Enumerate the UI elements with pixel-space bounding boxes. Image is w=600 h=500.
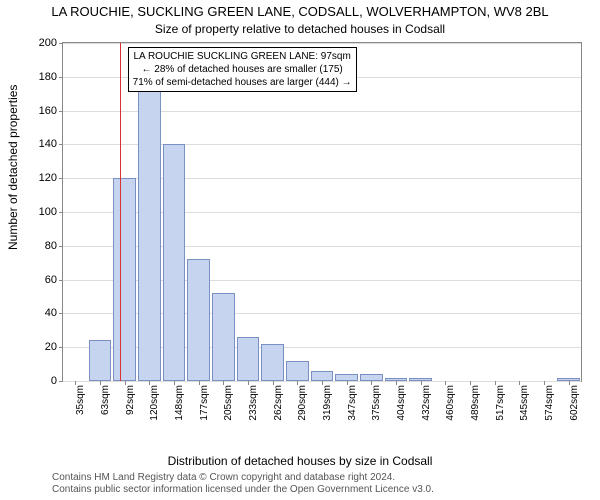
y-tick-label: 180 <box>39 71 57 83</box>
y-tick-mark <box>59 111 63 112</box>
x-tick-label: 602sqm <box>569 385 580 445</box>
y-tick-mark <box>59 313 63 314</box>
annotation-line2: ← 28% of detached houses are smaller (17… <box>133 63 352 76</box>
y-tick-label: 60 <box>45 274 57 286</box>
x-tick-label: 35sqm <box>75 385 86 445</box>
x-tick-label: 262sqm <box>273 385 284 445</box>
y-tick-mark <box>59 246 63 247</box>
attribution-line2: Contains public sector information licen… <box>52 484 434 496</box>
histogram-bar <box>335 374 358 381</box>
histogram-bar <box>311 371 334 381</box>
x-tick-label: 120sqm <box>149 385 160 445</box>
x-tick-label: 545sqm <box>519 385 530 445</box>
x-tick-label: 432sqm <box>421 385 432 445</box>
y-tick-mark <box>59 381 63 382</box>
y-tick-label: 200 <box>39 37 57 49</box>
histogram-bar <box>212 293 235 381</box>
y-tick-label: 100 <box>39 206 57 218</box>
y-tick-label: 80 <box>45 240 57 252</box>
x-tick-label: 404sqm <box>396 385 407 445</box>
x-tick-label: 489sqm <box>470 385 481 445</box>
y-tick-mark <box>59 347 63 348</box>
y-gridline <box>63 43 581 44</box>
x-tick-label: 148sqm <box>174 385 185 445</box>
y-tick-mark <box>59 212 63 213</box>
x-tick-label: 205sqm <box>223 385 234 445</box>
histogram-bar <box>89 340 112 381</box>
x-tick-label: 233sqm <box>248 385 259 445</box>
x-tick-label: 290sqm <box>297 385 308 445</box>
y-tick-mark <box>59 280 63 281</box>
annotation-box: LA ROUCHIE SUCKLING GREEN LANE: 97sqm← 2… <box>128 47 357 92</box>
x-tick-label: 347sqm <box>347 385 358 445</box>
annotation-line3: 71% of semi-detached houses are larger (… <box>133 76 352 89</box>
x-tick-label: 177sqm <box>199 385 210 445</box>
y-tick-label: 140 <box>39 138 57 150</box>
y-tick-mark <box>59 77 63 78</box>
histogram-bar <box>261 344 284 381</box>
attribution-text: Contains HM Land Registry data © Crown c… <box>52 472 434 496</box>
y-tick-mark <box>59 144 63 145</box>
y-tick-label: 20 <box>45 341 57 353</box>
x-tick-label: 517sqm <box>495 385 506 445</box>
y-tick-mark <box>59 43 63 44</box>
x-tick-label: 319sqm <box>322 385 333 445</box>
attribution-line1: Contains HM Land Registry data © Crown c… <box>52 472 434 484</box>
histogram-bar <box>237 337 260 381</box>
x-tick-label: 63sqm <box>100 385 111 445</box>
histogram-bar <box>360 374 383 381</box>
y-tick-label: 120 <box>39 172 57 184</box>
y-tick-mark <box>59 178 63 179</box>
x-tick-label: 460sqm <box>445 385 456 445</box>
y-tick-label: 40 <box>45 307 57 319</box>
histogram-bar <box>163 144 186 381</box>
histogram-bar <box>113 178 136 381</box>
annotation-line1: LA ROUCHIE SUCKLING GREEN LANE: 97sqm <box>133 50 352 63</box>
x-tick-label: 375sqm <box>371 385 382 445</box>
chart-subtitle: Size of property relative to detached ho… <box>0 22 600 36</box>
chart-container: LA ROUCHIE, SUCKLING GREEN LANE, CODSALL… <box>0 0 600 500</box>
property-marker-line <box>120 43 121 381</box>
x-tick-label: 574sqm <box>544 385 555 445</box>
y-axis-label: Number of detached properties <box>6 85 20 250</box>
y-tick-label: 0 <box>51 375 57 387</box>
histogram-bar <box>138 90 161 381</box>
chart-title: LA ROUCHIE, SUCKLING GREEN LANE, CODSALL… <box>0 4 600 19</box>
histogram-bar <box>187 259 210 381</box>
plot-area: 02040608010012014016018020035sqm63sqm92s… <box>62 42 582 382</box>
x-tick-label: 92sqm <box>125 385 136 445</box>
x-axis-label: Distribution of detached houses by size … <box>0 454 600 468</box>
y-tick-label: 160 <box>39 105 57 117</box>
histogram-bar <box>286 361 309 381</box>
